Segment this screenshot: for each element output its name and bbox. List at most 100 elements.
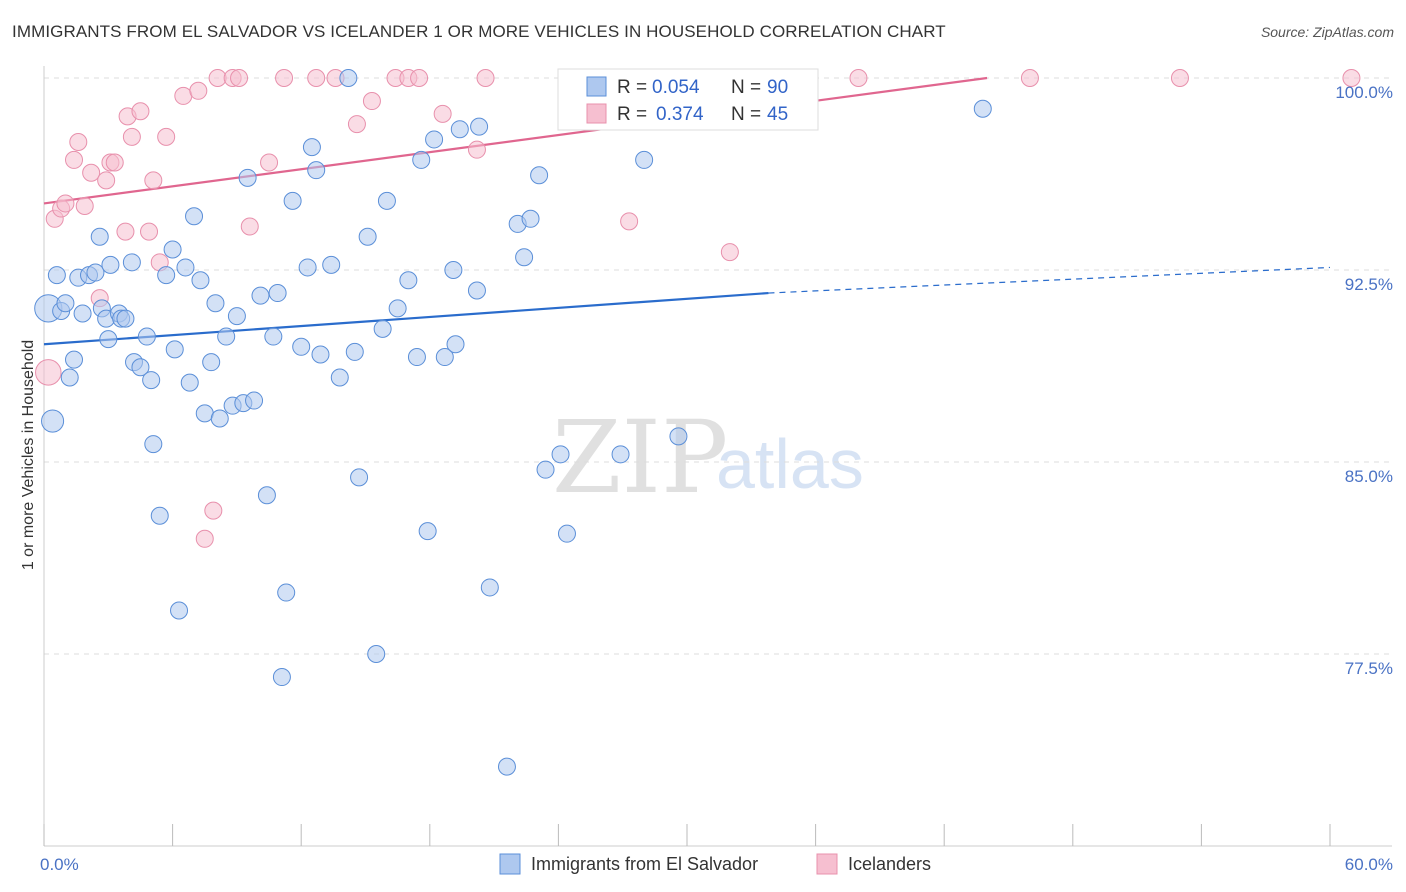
point-el-salvador xyxy=(195,404,214,423)
point-el-salvador xyxy=(557,524,576,543)
point-el-salvador xyxy=(116,309,135,328)
point-icelander xyxy=(82,163,101,182)
point-el-salvador xyxy=(41,409,65,433)
point-el-salvador xyxy=(635,150,654,169)
point-icelander xyxy=(307,69,326,87)
point-el-salvador xyxy=(350,468,369,487)
point-icelander xyxy=(208,69,227,87)
series-label: Immigrants from El Salvador xyxy=(531,854,758,874)
point-icelander xyxy=(476,69,495,87)
point-el-salvador xyxy=(56,294,75,313)
point-icelander xyxy=(720,243,739,262)
point-el-salvador xyxy=(669,427,688,446)
y-tick-label: 77.5% xyxy=(1345,659,1393,678)
x-tick-label: 60.0% xyxy=(1345,855,1393,874)
point-icelander xyxy=(174,86,193,105)
point-el-salvador xyxy=(268,284,287,303)
data-points xyxy=(34,69,1361,776)
legend-r-value: 0.374 xyxy=(656,104,704,125)
point-el-salvador xyxy=(425,130,444,149)
legend-n-value: 45 xyxy=(767,104,788,125)
trend-line-el-salvador-dashed xyxy=(768,266,1331,294)
legend: R = 0.054 N = 90 R = 0.374 N = 45 xyxy=(557,68,819,131)
point-icelander xyxy=(122,127,141,146)
point-el-salvador xyxy=(292,337,311,356)
point-icelander xyxy=(195,529,214,548)
point-el-salvador xyxy=(973,99,992,118)
point-el-salvador xyxy=(330,368,349,387)
point-icelander xyxy=(204,501,223,520)
point-el-salvador xyxy=(99,330,118,349)
point-icelander xyxy=(65,150,84,169)
point-icelander xyxy=(1020,69,1039,87)
point-el-salvador xyxy=(307,161,326,180)
point-el-salvador xyxy=(480,578,499,597)
trend-lines xyxy=(43,76,1331,346)
chart-title: IMMIGRANTS FROM EL SALVADOR VS ICELANDER… xyxy=(12,22,946,41)
point-el-salvador xyxy=(418,522,437,541)
legend-n-label: N = xyxy=(731,104,761,125)
point-icelander xyxy=(620,212,639,231)
point-el-salvador xyxy=(277,583,296,602)
point-icelander xyxy=(189,81,208,100)
point-icelander xyxy=(260,153,279,172)
point-icelander xyxy=(347,115,366,134)
point-el-salvador xyxy=(412,150,431,169)
point-el-salvador xyxy=(227,307,246,326)
point-el-salvador xyxy=(515,248,534,267)
point-el-salvador xyxy=(150,506,169,525)
legend-swatch-blue xyxy=(586,76,607,97)
point-el-salvador xyxy=(65,350,84,369)
point-el-salvador xyxy=(470,117,489,136)
point-icelander xyxy=(240,217,259,236)
point-icelander xyxy=(1170,69,1189,87)
point-icelander xyxy=(35,359,62,386)
point-el-salvador xyxy=(206,294,225,313)
source-credit: Source: ZipAtlas.com xyxy=(1260,24,1394,40)
point-el-salvador xyxy=(283,191,302,210)
point-icelander xyxy=(116,222,135,241)
point-el-salvador xyxy=(521,209,540,228)
point-el-salvador xyxy=(272,668,291,687)
series-swatch-pink xyxy=(816,853,838,875)
point-icelander xyxy=(75,197,94,215)
watermark-zip: ZIP xyxy=(552,399,728,516)
y-tick-label: 92.5% xyxy=(1345,275,1393,294)
point-icelander xyxy=(131,102,150,121)
point-el-salvador xyxy=(86,263,105,282)
point-icelander xyxy=(275,69,294,87)
point-el-salvador xyxy=(497,757,516,776)
point-el-salvador xyxy=(245,391,264,410)
point-el-salvador xyxy=(611,445,630,464)
point-el-salvador xyxy=(142,371,161,390)
point-el-salvador xyxy=(536,460,555,479)
point-el-salvador xyxy=(73,304,92,323)
axes xyxy=(43,66,1392,847)
point-el-salvador xyxy=(435,348,454,367)
point-el-salvador xyxy=(157,266,176,285)
legend-n-value: 90 xyxy=(767,77,788,98)
series-legend: Immigrants from El Salvador Icelanders xyxy=(499,853,931,875)
point-el-salvador xyxy=(399,271,418,290)
point-el-salvador xyxy=(170,601,189,620)
legend-r-value: 0.054 xyxy=(652,77,700,98)
point-icelander xyxy=(140,222,159,241)
point-el-salvador xyxy=(144,435,163,454)
watermark-atlas: atlas xyxy=(716,425,864,503)
point-el-salvador xyxy=(367,645,386,663)
point-el-salvador xyxy=(238,168,257,187)
legend-r-label: R = xyxy=(617,77,647,98)
point-el-salvador xyxy=(185,207,204,226)
y-tick-label: 100.0% xyxy=(1335,83,1393,102)
point-icelander xyxy=(230,69,249,87)
trend-line-icelanders xyxy=(43,76,988,205)
point-el-salvador xyxy=(444,261,463,279)
point-icelander xyxy=(410,69,429,87)
legend-n-label: N = xyxy=(731,77,761,98)
point-el-salvador xyxy=(122,253,141,272)
point-icelander xyxy=(849,69,868,87)
point-el-salvador xyxy=(530,166,549,185)
point-el-salvador xyxy=(388,299,407,318)
point-icelander xyxy=(144,171,163,190)
